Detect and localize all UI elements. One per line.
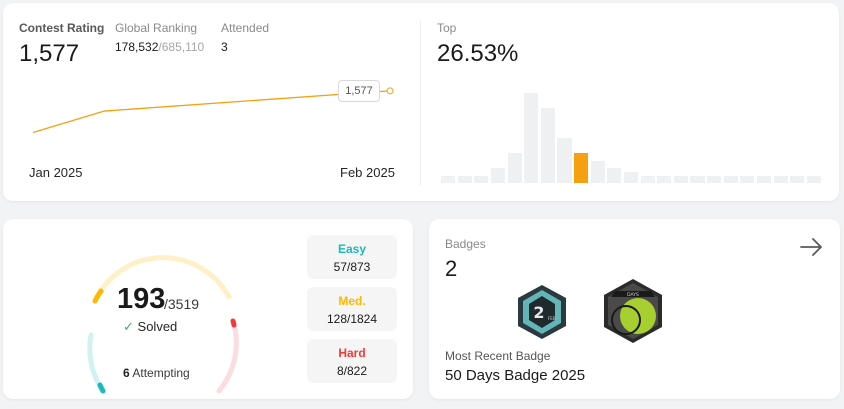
most-recent-badge-label: Most Recent Badge bbox=[445, 349, 551, 363]
top-label: Top bbox=[437, 21, 457, 35]
card-divider bbox=[420, 21, 421, 186]
histogram-bar[interactable] bbox=[640, 175, 655, 183]
attended-value: 3 bbox=[221, 40, 228, 54]
histogram-bar[interactable] bbox=[806, 175, 821, 183]
histogram-bar[interactable] bbox=[690, 175, 705, 183]
histogram-bar[interactable] bbox=[707, 175, 722, 183]
contest-rating-label: Contest Rating bbox=[19, 21, 105, 35]
histogram-bar[interactable] bbox=[673, 175, 688, 183]
hard-value: 8/822 bbox=[336, 364, 368, 378]
medium-value: 128/1824 bbox=[326, 312, 378, 326]
solved-total: /3519 bbox=[164, 296, 200, 312]
global-ranking-label: Global Ranking bbox=[115, 21, 198, 35]
badges-label: Badges bbox=[445, 237, 486, 251]
easy-label: Easy bbox=[337, 242, 367, 256]
solved-count: 193 bbox=[117, 283, 166, 315]
difficulty-medium[interactable]: Med. 128/1824 bbox=[307, 287, 397, 331]
histogram-bar[interactable] bbox=[524, 93, 539, 183]
hard-label: Hard bbox=[338, 346, 366, 360]
contest-rating-card: Contest Rating 1,577 Global Ranking 178,… bbox=[3, 3, 839, 201]
easy-value: 57/873 bbox=[333, 260, 371, 274]
attended-label: Attended bbox=[221, 21, 270, 35]
histogram-bar[interactable] bbox=[623, 171, 639, 183]
histogram-bar[interactable] bbox=[540, 108, 555, 183]
most-recent-badge-name[interactable]: 50 Days Badge 2025 bbox=[445, 367, 586, 384]
histogram-bar[interactable] bbox=[474, 175, 489, 183]
histogram-bar[interactable] bbox=[756, 175, 772, 183]
attempting-count: 6 bbox=[123, 366, 130, 380]
histogram-bar[interactable] bbox=[590, 160, 605, 183]
medium-progress-arc bbox=[92, 288, 104, 304]
feb-badge-icon[interactable]: 2 FEB bbox=[515, 283, 569, 341]
histogram-bar[interactable] bbox=[740, 175, 755, 183]
histogram-bar-current[interactable] bbox=[574, 153, 589, 183]
easy-track-arc bbox=[87, 332, 106, 394]
feb-badge-number: 2 bbox=[533, 303, 544, 322]
medium-track-arc bbox=[92, 255, 232, 304]
ranking-histogram[interactable] bbox=[441, 83, 821, 183]
rating-line-chart[interactable] bbox=[3, 3, 423, 201]
check-icon: ✓ bbox=[123, 319, 134, 334]
x-axis-start-label: Jan 2025 bbox=[29, 165, 83, 180]
histogram-bar[interactable] bbox=[723, 175, 738, 183]
histogram-bar[interactable] bbox=[507, 153, 522, 183]
attempting-label: 6 Attempting bbox=[123, 366, 190, 380]
global-ranking-total: /685,110 bbox=[158, 40, 205, 54]
histogram-bar[interactable] bbox=[607, 168, 622, 183]
medium-label: Med. bbox=[338, 294, 366, 308]
histogram-bar[interactable] bbox=[790, 175, 805, 183]
arrow-right-icon[interactable] bbox=[799, 236, 825, 258]
rating-end-point bbox=[386, 87, 394, 95]
histogram-bar[interactable] bbox=[557, 138, 572, 183]
easy-progress-arc bbox=[97, 382, 106, 394]
contest-rating-value: 1,577 bbox=[19, 40, 80, 67]
solved-text: Solved bbox=[137, 319, 178, 334]
top-percent-value: 26.53% bbox=[437, 40, 519, 67]
histogram-bar[interactable] bbox=[490, 168, 506, 183]
global-ranking-number: 178,532 bbox=[115, 40, 159, 54]
histogram-bar[interactable] bbox=[657, 175, 672, 183]
solved-problems-card: 193 /3519 ✓ Solved 6 Attempting Easy 57/… bbox=[3, 219, 413, 399]
solved-progress-ring[interactable] bbox=[79, 239, 243, 399]
rating-tooltip: 1,577 bbox=[338, 80, 380, 102]
badges-card: Badges 2 2 FEB DAYS Most Recent Badge 50… bbox=[429, 219, 840, 399]
histogram-bar[interactable] bbox=[773, 175, 788, 183]
badges-count: 2 bbox=[445, 256, 458, 281]
solved-label: ✓ Solved bbox=[123, 319, 177, 335]
rating-line bbox=[32, 90, 391, 134]
global-ranking-value: 178,532/685,110 bbox=[115, 40, 204, 54]
histogram-bar[interactable] bbox=[457, 175, 472, 183]
x-axis-end-label: Feb 2025 bbox=[340, 165, 395, 180]
attempting-text: Attempting bbox=[132, 366, 190, 380]
hard-track-arc bbox=[216, 318, 239, 394]
difficulty-hard[interactable]: Hard 8/822 bbox=[307, 339, 397, 383]
feb-badge-month: FEB bbox=[548, 316, 556, 321]
histogram-bar[interactable] bbox=[441, 175, 456, 183]
hard-progress-arc bbox=[230, 318, 237, 328]
days-badge-text: DAYS bbox=[627, 292, 639, 298]
50-days-badge-icon[interactable]: DAYS bbox=[601, 277, 665, 345]
difficulty-easy[interactable]: Easy 57/873 bbox=[307, 235, 397, 279]
